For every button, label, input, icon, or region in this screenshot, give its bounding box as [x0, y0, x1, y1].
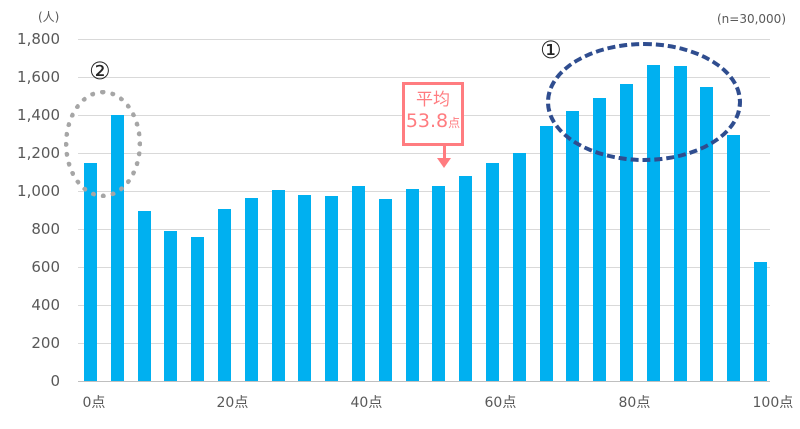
x-tick-label: 20点 — [216, 395, 249, 411]
bar — [432, 186, 446, 381]
average-number: 53.8 — [405, 110, 449, 132]
bar — [593, 98, 607, 381]
bar — [352, 186, 365, 381]
average-arrow-icon — [437, 158, 451, 168]
gridline — [78, 39, 770, 40]
bar — [700, 87, 714, 381]
y-tick-label: 1,600 — [17, 68, 60, 86]
bar — [191, 236, 205, 381]
bar — [539, 126, 553, 381]
bar — [566, 111, 580, 381]
gridline — [78, 153, 770, 154]
bar — [164, 230, 178, 381]
bar — [298, 194, 312, 381]
bar — [405, 188, 419, 381]
gridline — [78, 191, 770, 192]
x-tick-label: 80点 — [618, 395, 651, 411]
highlight-ellipse-1 — [546, 42, 742, 162]
bar — [218, 209, 231, 381]
bar — [271, 190, 285, 381]
gridline — [78, 343, 770, 344]
highlight-ellipse-2 — [64, 90, 142, 198]
y-tick-label: 1,800 — [17, 30, 60, 48]
bar — [84, 162, 97, 381]
bar — [486, 163, 499, 381]
bar — [244, 198, 258, 381]
x-tick-label: 60点 — [484, 395, 517, 411]
gridline — [78, 229, 770, 230]
average-title: 平均 — [416, 90, 450, 110]
average-unit: 点 — [448, 116, 461, 130]
average-arrow-line — [443, 146, 446, 160]
y-tick-label: 200 — [31, 334, 60, 352]
bar — [378, 198, 392, 381]
y-tick-label: 1,200 — [17, 144, 60, 162]
marker-2-label: ② — [89, 57, 111, 85]
x-axis-line — [78, 381, 770, 382]
y-tick-label: 0 — [50, 372, 60, 390]
bar — [727, 134, 741, 381]
bar — [754, 262, 767, 381]
bar — [512, 153, 526, 381]
gridline — [78, 267, 770, 268]
bar — [137, 210, 151, 381]
x-tick-label: 40点 — [350, 395, 383, 411]
y-tick-label: 800 — [31, 220, 60, 238]
average-value: 53.8点 — [405, 110, 461, 134]
bar — [459, 175, 473, 381]
marker-1-label: ① — [540, 36, 562, 64]
bar — [325, 195, 339, 381]
gridline — [78, 305, 770, 306]
x-tick-label: 100点 — [752, 395, 794, 411]
gridline — [78, 77, 770, 78]
y-tick-label: 400 — [31, 296, 60, 314]
x-tick-label: 0点 — [82, 395, 106, 411]
average-callout: 平均 53.8点 — [402, 82, 464, 146]
sample-size-label: (n=30,000) — [716, 12, 786, 26]
y-axis-unit: (人) — [38, 10, 60, 24]
y-tick-label: 600 — [31, 258, 60, 276]
y-tick-label: 1,000 — [17, 182, 60, 200]
y-tick-label: 1,400 — [17, 106, 60, 124]
